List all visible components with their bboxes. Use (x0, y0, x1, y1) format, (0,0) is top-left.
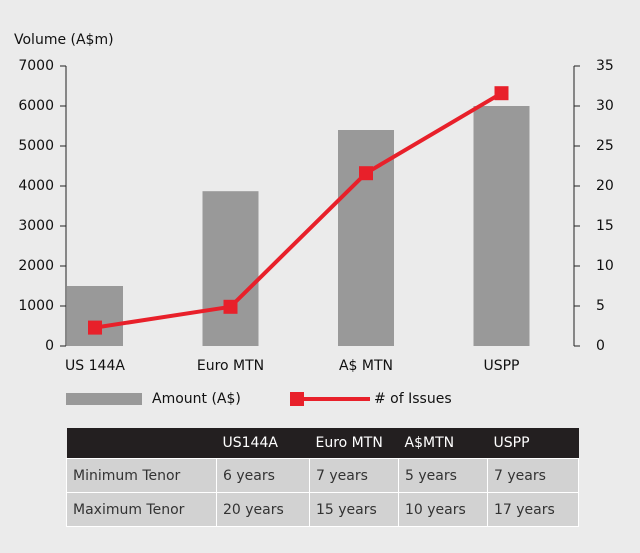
cell: 15 years (309, 492, 399, 527)
cell: 10 years (398, 492, 488, 527)
legend-swatch (66, 393, 142, 405)
y2-tick-label: 30 (596, 98, 614, 114)
x-tick-label: US 144A (65, 358, 125, 374)
line (94, 91, 503, 330)
y-tick-label: 2000 (18, 258, 54, 274)
marker (223, 299, 238, 314)
y-tick-label: 1000 (18, 298, 54, 314)
y-tick-label: 4000 (18, 178, 54, 194)
cell: 7 years (309, 458, 399, 493)
y2-tick-label: 35 (596, 58, 614, 74)
y2-tick-label: 10 (596, 258, 614, 274)
x-tick-label: A$ MTN (339, 358, 393, 374)
marker (494, 86, 509, 101)
legend-label: Amount (A$) (152, 391, 241, 407)
legend-label: # of Issues (374, 391, 452, 407)
y-tick-label: 5000 (18, 138, 54, 154)
y-tick-label: 6000 (18, 98, 54, 114)
tenor-table: US144A Euro MTN A$MTN USPP Minimum Tenor… (66, 428, 579, 527)
header-cell (66, 428, 217, 459)
y2-tick-label: 20 (596, 178, 614, 194)
row: Minimum Tenor 6 years 7 years 5 years 7 … (66, 458, 579, 493)
row: Maximum Tenor 20 years 15 years 10 years… (66, 492, 579, 527)
cell: 17 years (487, 492, 579, 527)
bar (338, 130, 394, 346)
y2-tick-label: 0 (596, 338, 605, 354)
cell: 7 years (487, 458, 579, 493)
y2-tick-label: 15 (596, 218, 614, 234)
cell: 20 years (216, 492, 310, 527)
y2-tick-label: 5 (596, 298, 605, 314)
bar (473, 106, 530, 346)
row-label: Maximum Tenor (66, 492, 217, 527)
x-tick-label: USPP (483, 358, 519, 374)
legend-swatch (290, 392, 304, 406)
x-tick-label: Euro MTN (197, 358, 264, 374)
y-tick-label: 0 (45, 338, 54, 354)
chart: Volume (A$m) 0 1000 2000 3000 4000 5000 6000 70… (14, 32, 614, 407)
header-cell: USPP (487, 428, 579, 459)
y-axis-label: Volume (A$m) (14, 32, 114, 48)
cell: 6 years (216, 458, 310, 493)
header-cell: Euro MTN (309, 428, 399, 459)
bar (202, 191, 259, 346)
y-tick-label: 7000 (18, 58, 54, 74)
header-cell: A$MTN (398, 428, 488, 459)
marker (359, 166, 373, 181)
cell: 5 years (398, 458, 488, 493)
marker (88, 320, 102, 335)
y2-tick-label: 25 (596, 138, 614, 154)
y-tick-label: 3000 (18, 218, 54, 234)
header-cell: US144A (216, 428, 310, 459)
header-row: US144A Euro MTN A$MTN USPP (66, 428, 579, 459)
bar (67, 286, 123, 346)
row-label: Minimum Tenor (66, 458, 217, 493)
